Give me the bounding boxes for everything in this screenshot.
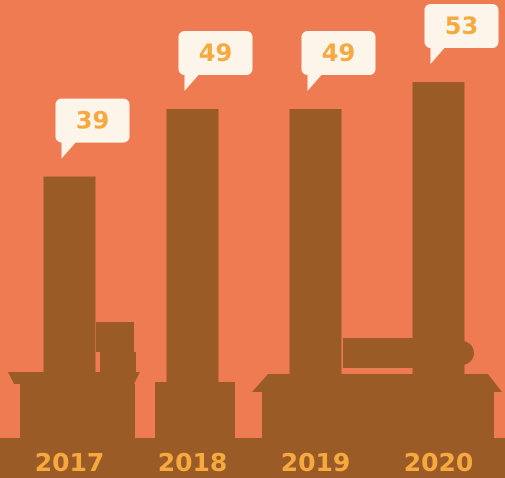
value-label: 49	[322, 39, 355, 67]
building	[100, 352, 136, 374]
bar	[289, 109, 342, 441]
value-label: 49	[199, 39, 232, 67]
callout	[55, 98, 130, 159]
callout	[424, 4, 499, 64]
building	[96, 322, 134, 352]
x-tick-label: 2020	[404, 448, 474, 477]
x-tick-label: 2017	[35, 448, 105, 477]
bar	[43, 176, 96, 440]
x-tick-label: 2018	[158, 448, 228, 477]
callout	[178, 31, 253, 92]
bar	[412, 82, 465, 440]
value-label: 39	[76, 107, 109, 135]
callout	[301, 31, 376, 92]
x-tick-label: 2019	[281, 448, 351, 477]
ground	[0, 438, 505, 478]
value-label: 53	[445, 12, 478, 40]
bar	[166, 109, 219, 441]
